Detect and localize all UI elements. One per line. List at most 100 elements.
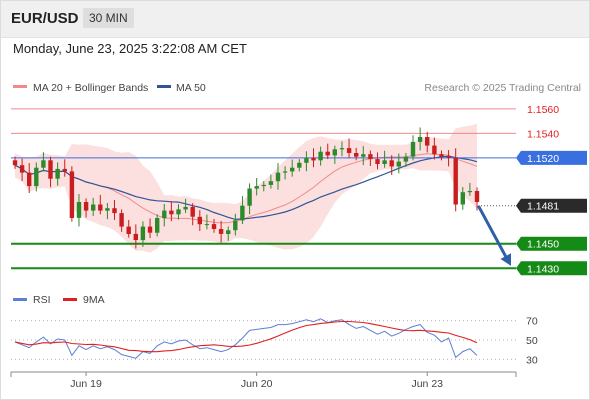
forecast-arrow-shaft <box>477 205 509 261</box>
candle-body <box>368 154 373 160</box>
rsi-legend: RSI 9MA <box>13 294 105 306</box>
legend-label-ma50: MA 50 <box>176 82 206 94</box>
candle-body <box>325 151 330 156</box>
price-level-label-support: 1.1430 <box>527 263 559 275</box>
forecast-arrow <box>477 205 511 266</box>
header-bar: EUR/USD 30 MIN <box>1 1 589 38</box>
candle-body <box>453 157 458 205</box>
candle-body <box>361 154 366 157</box>
candle-body <box>55 168 60 179</box>
candle-body <box>62 168 67 172</box>
legend-swatch-ma20 <box>13 85 27 88</box>
candle-body <box>425 137 430 146</box>
rsi-line <box>14 318 478 359</box>
candle-body <box>183 206 188 210</box>
research-credit: Research © 2025 Trading Central <box>424 82 581 94</box>
price-level-label-resistance: 1.1560 <box>527 104 559 116</box>
moving-averages <box>14 153 478 224</box>
ma50-line <box>14 155 478 221</box>
candle-body <box>354 153 359 157</box>
candle-body <box>417 137 423 142</box>
legend-label-rsi: RSI <box>33 294 51 306</box>
timestamp: Monday, June 23, 2025 3:22:08 AM CET <box>13 41 247 56</box>
price-level-labels: 1.1560 1.1540 1.1520 1.1481 1.1450 1.1430 <box>516 104 587 276</box>
candle-body <box>297 162 302 168</box>
price-level-label-last: 1.1481 <box>527 201 559 213</box>
x-axis: Jun 19 Jun 20 Jun 23 <box>10 371 517 390</box>
candle-body <box>332 149 337 156</box>
candle-body <box>211 224 217 229</box>
candle-body <box>169 210 174 215</box>
legend-label-9ma: 9MA <box>83 294 105 306</box>
x-tick-label: Jun 20 <box>241 378 273 390</box>
legend-swatch-rsi <box>13 298 27 301</box>
candle-body <box>105 208 110 211</box>
candle-body <box>474 191 480 202</box>
price-level-tag-pivot <box>516 150 587 165</box>
candle-body <box>403 156 409 162</box>
symbol-title: EUR/USD <box>11 10 79 27</box>
candle-body <box>346 148 352 153</box>
candle-body <box>140 226 146 241</box>
forecast-arrow-head <box>500 253 511 266</box>
candle-body <box>339 148 345 150</box>
candle-body <box>467 191 473 193</box>
candle-body <box>69 171 75 218</box>
candle-body <box>389 160 394 167</box>
candle-body <box>275 172 281 182</box>
candle-body <box>261 184 266 187</box>
rsi-ma-line <box>14 320 478 353</box>
candle-body <box>226 230 231 234</box>
candle-body <box>34 167 39 187</box>
rsi-tick-label: 50 <box>526 335 538 347</box>
legend: MA 20 + Bollinger Bands MA 50 Research ©… <box>13 82 581 94</box>
legend-swatch-ma50 <box>157 85 171 88</box>
candle-body <box>233 220 238 231</box>
price-level-tag-last <box>516 198 587 213</box>
price-level-label-support: 1.1450 <box>527 239 559 251</box>
x-tick-label: Jun 23 <box>411 378 443 390</box>
candle-body <box>282 171 288 173</box>
price-level-tag-support <box>516 261 587 276</box>
candle-body <box>318 151 323 161</box>
candle-body <box>204 224 210 226</box>
candle-body <box>147 226 153 233</box>
candle-body <box>91 204 96 211</box>
candle-body <box>155 218 160 233</box>
candle-body <box>382 160 387 164</box>
candle-body <box>19 165 25 173</box>
rsi-lines <box>14 318 478 359</box>
candle-body <box>133 233 138 240</box>
candle-body <box>126 226 131 234</box>
candle-body <box>240 205 245 221</box>
candle-body <box>268 181 274 185</box>
candle-body <box>254 186 259 189</box>
candle-body <box>290 167 295 172</box>
candle-body <box>432 145 437 155</box>
candle-body <box>446 156 451 158</box>
candle-body <box>439 154 444 157</box>
legend-swatch-9ma <box>63 298 77 301</box>
candle-body <box>176 209 181 215</box>
candle-body <box>375 159 380 164</box>
timeframe-badge[interactable]: 30 MIN <box>83 8 134 28</box>
bollinger-bands <box>15 123 477 253</box>
candle-body <box>410 141 416 157</box>
candle-body <box>112 208 117 214</box>
candle-body <box>460 192 465 205</box>
candle-body <box>48 160 53 179</box>
candle-body <box>27 172 32 187</box>
candle-body <box>162 210 167 218</box>
rsi-tick-label: 30 <box>526 354 538 366</box>
candle-body <box>247 188 252 206</box>
candle-body <box>190 206 195 217</box>
candle-body <box>41 160 46 168</box>
bollinger-band-area <box>15 123 477 253</box>
candle-body <box>304 157 309 163</box>
legend-label-ma20: MA 20 + Bollinger Bands <box>33 82 148 94</box>
candle-body <box>396 161 401 167</box>
x-tick-label: Jun 19 <box>70 378 102 390</box>
candle-body <box>98 204 103 211</box>
